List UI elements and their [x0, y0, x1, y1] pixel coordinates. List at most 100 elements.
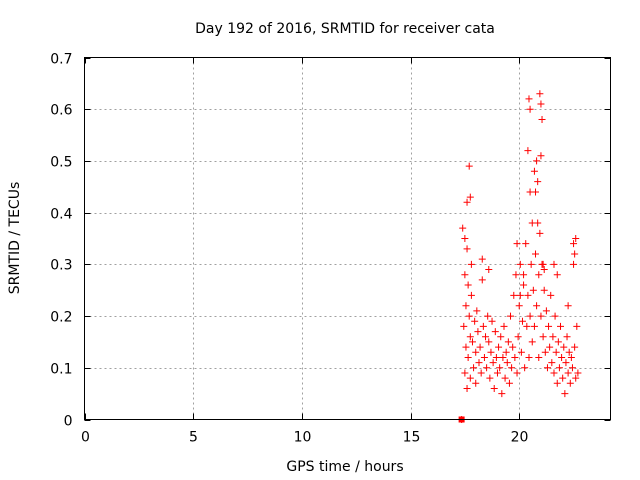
data-point — [496, 364, 504, 372]
data-point — [530, 167, 538, 175]
data-point — [465, 162, 473, 170]
data-point — [553, 379, 561, 387]
data-point — [549, 333, 557, 341]
data-point — [461, 271, 469, 279]
data-point — [539, 260, 547, 268]
data-point — [466, 374, 474, 382]
data-point — [574, 369, 582, 377]
data-point — [508, 364, 516, 372]
x-tick-label: 15 — [403, 430, 421, 446]
data-point — [522, 240, 530, 248]
data-point — [548, 359, 556, 367]
data-point — [510, 291, 518, 299]
data-point — [485, 266, 493, 274]
data-point — [538, 116, 546, 124]
data-point — [466, 333, 474, 341]
data-point — [464, 281, 472, 289]
data-point — [533, 302, 541, 310]
data-point — [550, 369, 558, 377]
data-point — [545, 322, 553, 330]
data-point — [534, 219, 542, 227]
data-point — [564, 369, 572, 377]
data-point — [473, 307, 481, 315]
data-point — [560, 343, 568, 351]
data-point — [497, 333, 505, 341]
data-point — [568, 364, 576, 372]
data-point — [470, 364, 478, 372]
data-point — [563, 333, 571, 341]
data-point — [535, 271, 543, 279]
data-point — [498, 390, 506, 398]
data-point — [532, 250, 540, 258]
data-point — [488, 317, 496, 325]
data-point — [539, 333, 547, 341]
data-point — [507, 312, 515, 320]
y-tick-label: 0.1 — [50, 362, 72, 378]
data-point — [472, 348, 480, 356]
data-point — [532, 188, 540, 196]
data-point — [526, 312, 534, 320]
x-tick-label: 5 — [189, 430, 198, 446]
x-tick-label: 10 — [294, 430, 312, 446]
data-point — [515, 302, 523, 310]
data-point — [489, 359, 497, 367]
data-point — [537, 152, 545, 160]
y-tick-label: 0.3 — [50, 258, 72, 274]
data-point — [535, 353, 543, 361]
data-points — [458, 90, 582, 423]
data-point — [468, 338, 476, 346]
data-point — [464, 353, 472, 361]
data-point — [501, 374, 509, 382]
data-point — [543, 364, 551, 372]
y-tick-label: 0.4 — [50, 207, 72, 223]
data-point — [573, 322, 581, 330]
data-point — [493, 369, 501, 377]
data-point — [546, 343, 554, 351]
data-point — [475, 359, 483, 367]
data-point — [509, 343, 517, 351]
data-point — [567, 353, 575, 361]
data-point — [514, 333, 522, 341]
data-point — [487, 348, 495, 356]
data-point — [520, 271, 528, 279]
data-point — [472, 379, 480, 387]
data-point — [462, 302, 470, 310]
data-point — [530, 322, 538, 330]
chart-title: Day 192 of 2016, SRMTID for receiver cat… — [195, 21, 495, 37]
x-tick-label: 0 — [81, 430, 90, 446]
data-point — [564, 302, 572, 310]
data-point — [537, 312, 545, 320]
data-point — [516, 260, 524, 268]
data-point — [516, 291, 524, 299]
data-point — [491, 328, 499, 336]
data-point — [482, 333, 490, 341]
x-axis-label: GPS time / hours — [286, 459, 403, 475]
data-point — [518, 317, 526, 325]
data-point — [536, 90, 544, 98]
data-point — [540, 286, 548, 294]
plot-frame — [84, 57, 611, 420]
data-point — [505, 379, 513, 387]
data-point — [528, 338, 536, 346]
data-point — [499, 353, 507, 361]
data-point — [511, 353, 519, 361]
data-point — [495, 343, 503, 351]
y-tick-label: 0.5 — [50, 155, 72, 171]
data-point — [558, 353, 566, 361]
data-point — [537, 100, 545, 108]
data-point — [479, 322, 487, 330]
data-point — [465, 312, 473, 320]
data-point — [565, 348, 573, 356]
data-point — [474, 328, 482, 336]
data-point — [513, 240, 521, 248]
data-point — [466, 193, 474, 201]
data-point — [483, 364, 491, 372]
data-point — [559, 374, 567, 382]
data-point — [462, 343, 470, 351]
data-point — [486, 374, 494, 382]
data-point — [478, 255, 486, 263]
data-point — [551, 312, 559, 320]
data-point — [463, 198, 471, 206]
data-point — [534, 178, 542, 186]
